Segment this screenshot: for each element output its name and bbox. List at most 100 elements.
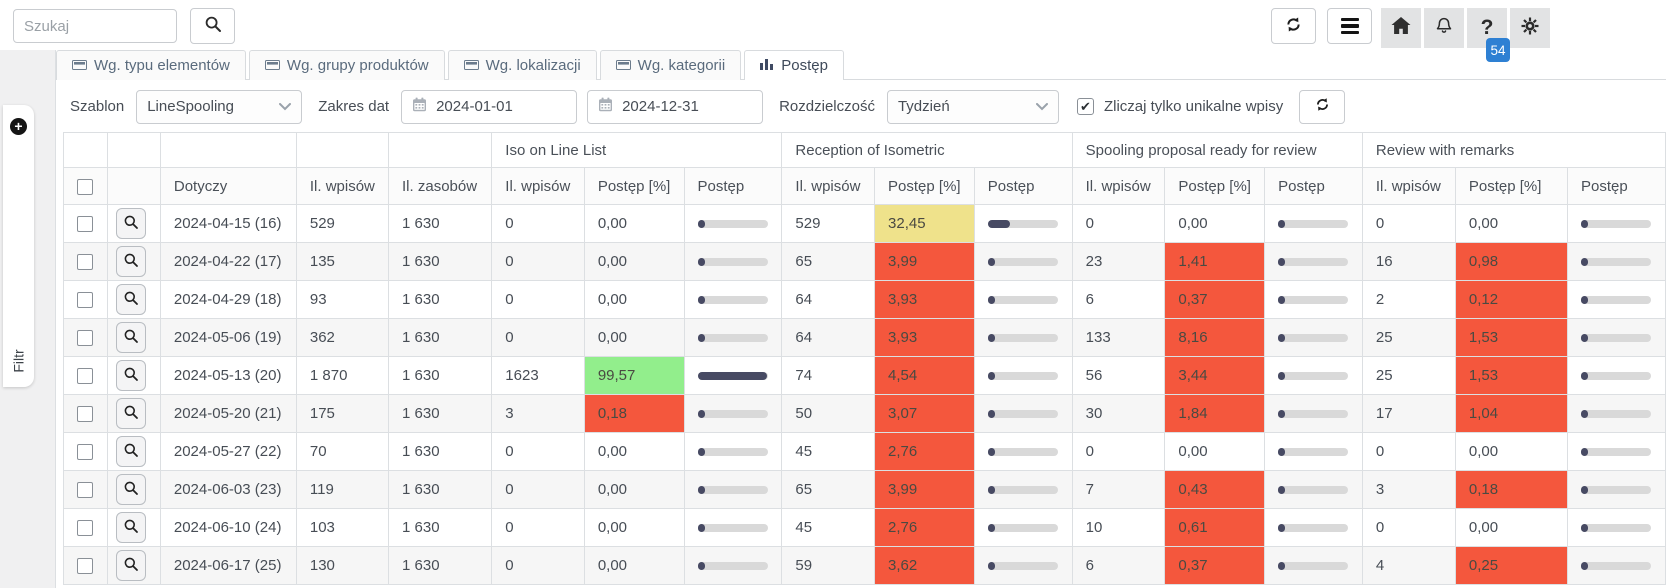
tab-label: Wg. kategorii — [637, 57, 726, 74]
stage-wpisy-cell: 2 — [1361, 280, 1456, 319]
progress-bar-track — [1278, 523, 1349, 532]
progress-bar-track — [697, 409, 768, 418]
stage-wpisy-cell: 0 — [491, 204, 585, 243]
zasoby-cell: 1 630 — [388, 356, 493, 395]
tab-postęp[interactable]: Postęp — [744, 50, 844, 81]
stage-wpisy-cell: 6 — [1071, 280, 1166, 319]
row-checkbox[interactable] — [77, 368, 93, 385]
stage-pct-cell: 0,00 — [583, 546, 685, 585]
tab-wg-lokalizacji[interactable]: Wg. lokalizacji — [447, 50, 597, 80]
notifications-button[interactable] — [1424, 8, 1464, 48]
home-button[interactable] — [1381, 8, 1421, 48]
progress-table: Iso on Line List Reception of Isometric Sp… — [62, 132, 1666, 585]
header-columns-row: Dotyczy Il. wpisów Il. zasobów Il. wpisów Po… — [62, 167, 1666, 205]
stage-wpisy-cell: 45 — [781, 432, 876, 471]
row-details-button[interactable] — [116, 436, 147, 467]
progress-bar-fill — [1278, 295, 1286, 304]
progress-bar-fill — [697, 257, 705, 266]
progress-bar-fill — [697, 295, 705, 304]
row-details-button[interactable] — [116, 550, 147, 581]
row-details-button[interactable] — [116, 322, 147, 353]
stage-pct-cell: 8,16 — [1164, 318, 1266, 357]
stage-progress-cell — [683, 242, 783, 281]
search-button[interactable] — [190, 8, 235, 44]
stage-pct-cell: 1,53 — [1454, 356, 1569, 395]
table-row: 2024-05-27 (22) 70 1 630 0 0,00 45 2,76 0 0,00 0 0… — [62, 432, 1666, 471]
stage-pct-cell: 1,53 — [1454, 318, 1569, 357]
search-input[interactable] — [13, 9, 177, 43]
row-details-button[interactable] — [116, 512, 147, 543]
table-row: 2024-06-03 (23) 119 1 630 0 0,00 65 3,99 7 0,43 3… — [62, 470, 1666, 509]
progress-bar-fill — [1581, 371, 1588, 380]
progress-bar-track — [1581, 333, 1651, 342]
progress-bar-fill — [1278, 561, 1286, 570]
settings-button[interactable] — [1510, 8, 1550, 48]
chevron-down-icon — [279, 98, 292, 115]
template-select-value: LineSpooling — [147, 98, 234, 115]
stage-wpisy-cell: 0 — [1071, 204, 1166, 243]
column-header: Postęp [%] — [583, 167, 685, 205]
select-all-checkbox[interactable] — [77, 178, 93, 195]
dotyczy-cell: 2024-05-20 (21) — [159, 394, 297, 433]
wpisy-cell: 135 — [295, 242, 390, 281]
header-spacer — [388, 132, 493, 168]
stage-pct-cell: 3,93 — [874, 318, 975, 357]
refresh-button[interactable] — [1271, 8, 1316, 44]
unique-entries-checkbox[interactable]: ✔ — [1076, 98, 1094, 115]
stage-pct-cell: 2,76 — [874, 432, 975, 471]
row-checkbox[interactable] — [77, 406, 93, 423]
tab-label: Wg. grupy produktów — [286, 57, 429, 74]
tab-wg-typu-elementów[interactable]: Wg. typu elementów — [56, 50, 246, 80]
row-details-button[interactable] — [116, 360, 147, 391]
row-details-button[interactable] — [116, 208, 147, 239]
resolution-label: Rozdzielczość — [779, 98, 875, 115]
progress-bar-track — [697, 561, 768, 570]
row-checkbox[interactable] — [77, 330, 93, 347]
stage-wpisy-cell: 25 — [1361, 318, 1456, 357]
row-checkbox[interactable] — [77, 254, 93, 271]
row-details-button[interactable] — [116, 284, 147, 315]
stage-wpisy-cell: 23 — [1071, 242, 1166, 281]
progress-bar-track — [987, 561, 1058, 570]
notification-count-badge[interactable]: 54 — [1486, 38, 1510, 62]
add-filter-icon[interactable]: + — [10, 118, 27, 135]
date-from-value: 2024-01-01 — [436, 98, 513, 115]
progress-bar-track — [1278, 333, 1349, 342]
stage-progress-cell — [1567, 356, 1666, 395]
row-checkbox[interactable] — [77, 444, 93, 461]
progress-bar-track — [1581, 561, 1651, 570]
row-details-button[interactable] — [116, 398, 147, 429]
magnifier-icon — [123, 442, 139, 462]
tab-wg-grupy-produktów[interactable]: Wg. grupy produktów — [248, 50, 445, 80]
stage-wpisy-cell: 10 — [1071, 508, 1166, 547]
row-checkbox[interactable] — [77, 558, 93, 575]
stage-wpisy-cell: 133 — [1071, 318, 1166, 357]
stage-progress-cell — [973, 242, 1073, 281]
question-icon: ? — [1480, 16, 1494, 39]
row-select-cell — [62, 432, 109, 471]
row-checkbox[interactable] — [77, 216, 93, 233]
tab-wg-kategorii[interactable]: Wg. kategorii — [599, 50, 742, 80]
card-icon — [264, 57, 280, 74]
row-details-button[interactable] — [116, 474, 147, 505]
row-details-button[interactable] — [116, 246, 147, 277]
progress-bar-fill — [1278, 257, 1286, 266]
row-checkbox[interactable] — [77, 520, 93, 537]
column-header: Postęp — [973, 167, 1073, 205]
template-select[interactable]: LineSpooling — [136, 89, 303, 124]
date-from-input[interactable]: 2024-01-01 — [401, 89, 578, 124]
top-bar: ? 54 — [0, 0, 1666, 62]
row-select-cell — [62, 318, 109, 357]
resolution-select[interactable]: Tydzień — [886, 89, 1059, 124]
row-checkbox[interactable] — [77, 292, 93, 309]
row-checkbox[interactable] — [77, 482, 93, 499]
progress-bar-fill — [1581, 447, 1588, 456]
reload-data-button[interactable] — [1299, 89, 1346, 124]
date-to-input[interactable]: 2024-12-31 — [587, 89, 764, 124]
stage-pct-cell: 0,18 — [1454, 470, 1569, 509]
stage-wpisy-cell: 64 — [781, 280, 876, 319]
stage-progress-cell — [1264, 318, 1363, 357]
progress-bar-fill — [987, 447, 995, 456]
filter-side-panel-handle[interactable]: + Filtr — [3, 105, 34, 387]
menu-button[interactable] — [1327, 8, 1372, 44]
